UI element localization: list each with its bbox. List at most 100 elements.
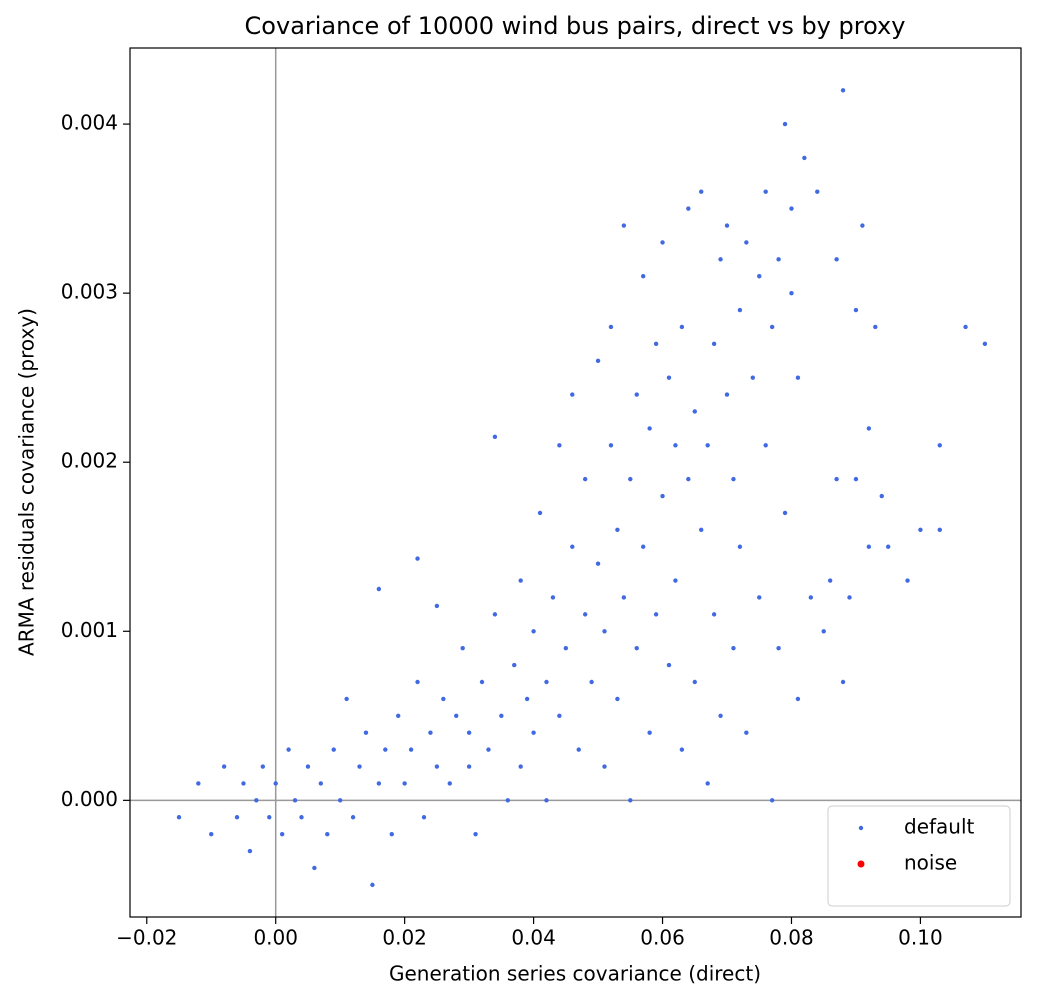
point (769, 324, 775, 330)
point (744, 730, 749, 735)
point (699, 189, 704, 194)
point (595, 358, 601, 363)
point (776, 257, 781, 262)
point (434, 603, 440, 609)
point (866, 426, 872, 431)
point (234, 815, 240, 820)
plot-frame (129, 47, 1022, 918)
point (757, 595, 762, 600)
point (763, 443, 768, 448)
point (673, 443, 678, 448)
point (937, 443, 942, 448)
point (834, 257, 839, 262)
point (563, 645, 569, 651)
point (473, 831, 478, 837)
point (570, 544, 575, 549)
point (711, 612, 717, 617)
point (918, 527, 923, 533)
point (679, 324, 685, 330)
point (744, 240, 749, 245)
y-tick-label: 0.004 (61, 111, 118, 135)
point (692, 679, 697, 685)
point (718, 713, 723, 719)
point (937, 527, 942, 533)
point (589, 679, 594, 685)
point (447, 781, 452, 786)
point (660, 240, 665, 245)
legend-marker (858, 825, 864, 831)
point (634, 645, 639, 651)
point (789, 206, 794, 211)
point (885, 544, 891, 549)
point (608, 443, 614, 448)
point (279, 831, 285, 837)
point (209, 831, 214, 837)
point (344, 696, 349, 702)
point (383, 747, 388, 752)
point (247, 848, 253, 854)
point (834, 476, 839, 482)
point (305, 764, 311, 769)
point (847, 595, 852, 600)
point (963, 324, 968, 330)
point (582, 612, 588, 617)
y-tick-label: 0.000 (61, 787, 118, 811)
point (415, 679, 420, 685)
x-tick-label: 0.04 (511, 926, 556, 950)
x-tick-label: 0.00 (253, 926, 298, 950)
point (312, 865, 317, 871)
point (524, 696, 530, 702)
point (905, 578, 910, 583)
point (827, 578, 833, 583)
point (815, 189, 820, 194)
point (640, 274, 646, 279)
point (602, 764, 607, 769)
point (673, 578, 678, 583)
point (396, 713, 401, 719)
point (557, 443, 562, 448)
point (795, 696, 801, 702)
point (782, 121, 788, 127)
point (221, 764, 227, 769)
point (254, 798, 259, 803)
chart-title: Covariance of 10000 wind bus pairs, dire… (245, 12, 906, 40)
point (531, 629, 536, 634)
point (434, 764, 440, 769)
point (466, 764, 472, 769)
point (769, 798, 775, 803)
point (492, 434, 498, 440)
point (840, 88, 846, 93)
point (640, 544, 646, 549)
point (647, 730, 652, 735)
point (660, 493, 665, 499)
point (666, 662, 672, 668)
point (492, 612, 498, 617)
point (260, 764, 266, 769)
point (653, 341, 659, 347)
point (699, 527, 704, 533)
point (795, 375, 801, 380)
point (711, 341, 717, 347)
point (454, 713, 459, 719)
point (557, 713, 562, 719)
point (757, 274, 762, 279)
point (731, 476, 736, 482)
point (724, 223, 730, 228)
point (737, 544, 743, 549)
point (679, 747, 685, 752)
point (737, 307, 743, 313)
point (512, 662, 517, 668)
point (357, 764, 362, 769)
x-tick-label: 0.08 (769, 926, 814, 950)
point (531, 730, 536, 735)
point (776, 645, 781, 651)
legend-box (827, 805, 1011, 907)
point (705, 781, 710, 786)
point (602, 629, 607, 634)
point (292, 798, 298, 803)
legend-marker (857, 860, 865, 868)
point (692, 409, 697, 414)
x-tick-label: 0.10 (898, 926, 943, 950)
point (518, 764, 523, 769)
